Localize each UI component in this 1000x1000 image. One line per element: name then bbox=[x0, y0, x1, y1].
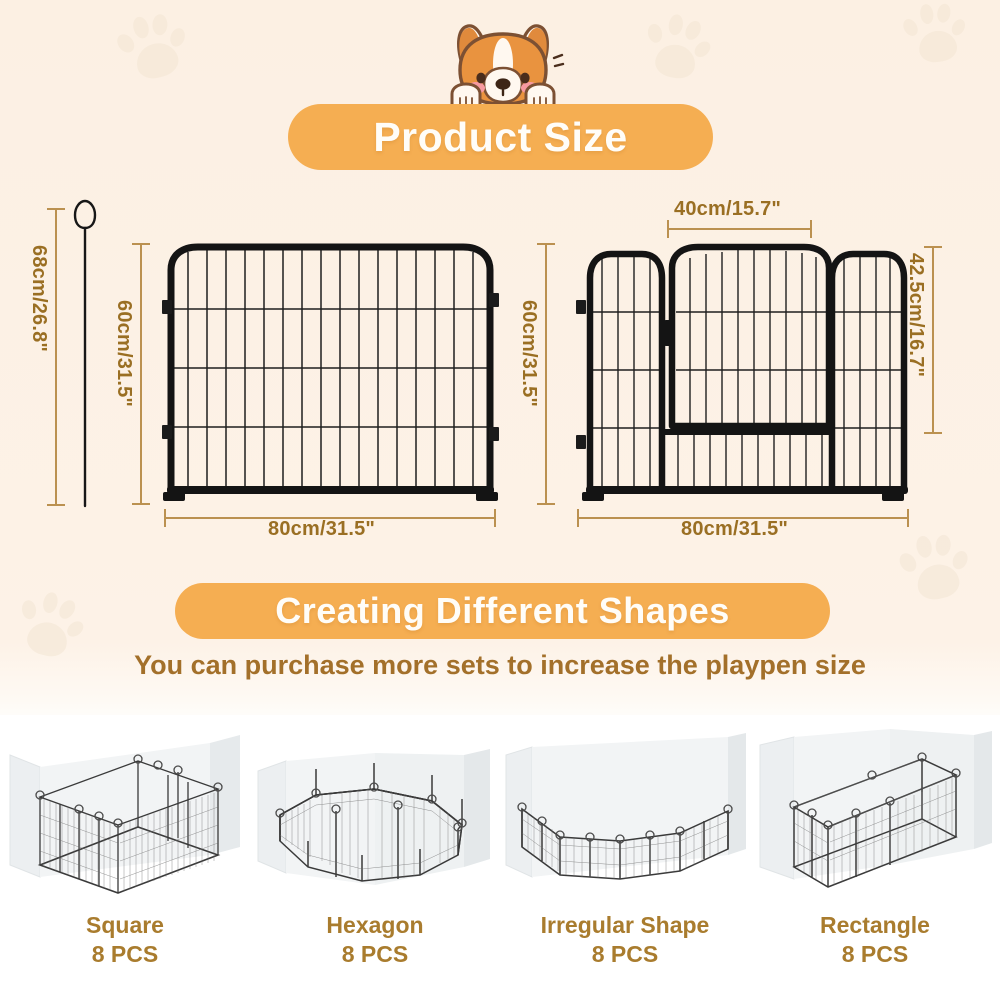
shape-label-irregular: Irregular Shape 8 PCS bbox=[500, 911, 750, 969]
door-height-line bbox=[932, 246, 934, 434]
corgi-peeking-illustration bbox=[450, 24, 565, 113]
left-panel-width-label: 80cm/31.5" bbox=[268, 518, 376, 540]
paw-print-icon bbox=[639, 7, 716, 87]
shape-card-rectangle[interactable]: Rectangle 8 PCS bbox=[750, 715, 1000, 1000]
stake-dimension-cap-top bbox=[47, 208, 65, 210]
ground-stake-icon bbox=[73, 199, 97, 508]
shape-name: Square bbox=[86, 912, 164, 938]
right-panel-height-cap-bottom bbox=[537, 503, 555, 505]
irregular-playpen-photo bbox=[505, 733, 746, 880]
right-panel-width-label: 80cm/31.5" bbox=[681, 518, 789, 540]
panel-hinge-tab bbox=[489, 293, 499, 307]
shape-pcs: 8 PCS bbox=[91, 941, 159, 967]
panel-hinge-tab bbox=[489, 427, 499, 441]
panel-hinge-tab bbox=[576, 300, 586, 314]
right-panel-width-cap-left bbox=[577, 509, 579, 527]
right-panel-width-line bbox=[578, 517, 908, 519]
left-panel-width-cap-right bbox=[494, 509, 496, 527]
panel-hinge-tab bbox=[162, 300, 172, 314]
stake-dimension-cap-bottom bbox=[47, 504, 65, 506]
left-panel-width-cap-left bbox=[164, 509, 166, 527]
product-size-banner: Product Size bbox=[288, 104, 713, 170]
square-playpen-photo bbox=[9, 735, 240, 894]
creating-shapes-banner: Creating Different Shapes bbox=[175, 583, 830, 639]
paw-print-icon bbox=[893, 524, 977, 611]
shape-label-hexagon: Hexagon 8 PCS bbox=[250, 911, 500, 969]
right-panel-height-line bbox=[545, 243, 547, 505]
door-height-label: 42.5cm/16.7" bbox=[905, 253, 927, 378]
shape-card-irregular[interactable]: Irregular Shape 8 PCS bbox=[500, 715, 750, 1000]
shape-name: Irregular Shape bbox=[540, 912, 710, 938]
plain-fence-panel bbox=[163, 243, 498, 501]
shape-label-rectangle: Rectangle 8 PCS bbox=[750, 911, 1000, 969]
shapes-subtitle: You can purchase more sets to increase t… bbox=[134, 650, 866, 680]
door-width-cap-left bbox=[667, 220, 669, 238]
left-panel-height-cap-top bbox=[132, 243, 150, 245]
left-panel-height-label: 60cm/31.5" bbox=[113, 300, 135, 408]
shape-card-hexagon[interactable]: Hexagon 8 PCS bbox=[250, 715, 500, 1000]
shape-pcs: 8 PCS bbox=[841, 941, 909, 967]
rectangle-playpen-photo bbox=[759, 729, 992, 888]
door-width-line bbox=[668, 228, 812, 230]
hexagon-playpen-photo bbox=[257, 749, 490, 885]
shape-name: Rectangle bbox=[820, 912, 930, 938]
stake-dimension-line bbox=[55, 208, 57, 506]
door-height-cap-bottom bbox=[924, 432, 942, 434]
shape-pcs: 8 PCS bbox=[591, 941, 659, 967]
door-width-cap-right bbox=[810, 220, 812, 238]
shape-name: Hexagon bbox=[326, 912, 424, 938]
shape-label-square: Square 8 PCS bbox=[0, 911, 250, 969]
shape-gallery: Square 8 PCS bbox=[0, 715, 1000, 1000]
shape-pcs: 8 PCS bbox=[341, 941, 409, 967]
right-panel-width-cap-right bbox=[907, 509, 909, 527]
paw-print-icon bbox=[900, 0, 972, 70]
stake-height-label: 68cm/26.8" bbox=[28, 245, 50, 353]
door-width-label: 40cm/15.7" bbox=[674, 198, 782, 220]
right-panel-height-label: 60cm/31.5" bbox=[518, 300, 540, 408]
panel-hinge-tab bbox=[162, 425, 172, 439]
right-panel-height-cap-top bbox=[537, 243, 555, 245]
left-panel-height-line bbox=[140, 243, 142, 505]
gate-fence-panel bbox=[582, 243, 908, 501]
door-height-cap-top bbox=[924, 246, 942, 248]
left-panel-width-line bbox=[165, 517, 495, 519]
shape-card-square[interactable]: Square 8 PCS bbox=[0, 715, 250, 1000]
panel-hinge-tab bbox=[576, 435, 586, 449]
left-panel-height-cap-bottom bbox=[132, 503, 150, 505]
